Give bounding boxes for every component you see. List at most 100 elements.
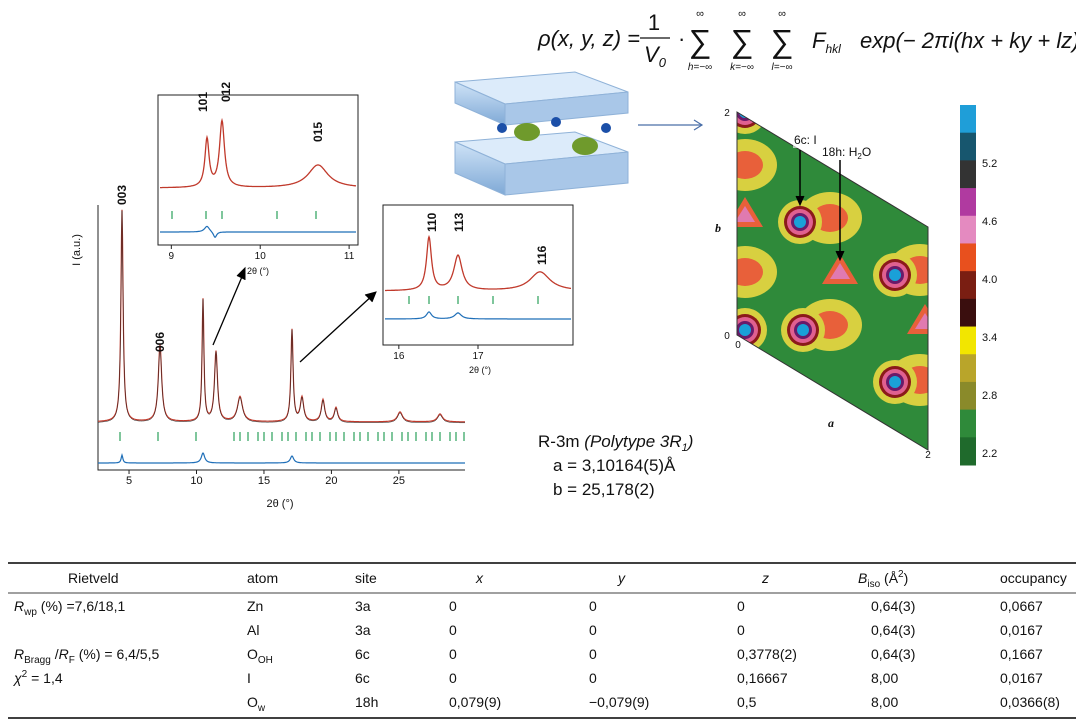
a-tick-label: 2 xyxy=(925,450,931,461)
table-cell-part: iso xyxy=(867,579,880,590)
table-cell: 6c xyxy=(355,646,370,662)
table-cell: 0 xyxy=(449,598,457,614)
pattern-curve xyxy=(98,210,465,422)
table-cell: site xyxy=(355,570,377,586)
x-tick-label: 17 xyxy=(472,351,484,362)
denominator-sub: 0 xyxy=(659,55,667,70)
table-cell: 0,0167 xyxy=(1000,670,1043,686)
x-tick-label: 10 xyxy=(190,475,202,487)
contour xyxy=(727,258,763,286)
colorbar-band xyxy=(960,133,976,161)
x-tick-label: 10 xyxy=(255,251,267,262)
table-cell-part: / xyxy=(51,646,59,662)
polytype: (Polytype 3R xyxy=(584,432,681,451)
table-cell: 0,64(3) xyxy=(871,622,915,638)
table-cell-part: O xyxy=(247,646,258,662)
sum-lower: k=−∞ xyxy=(730,62,754,73)
inset-frame xyxy=(158,95,358,245)
sum-lower: l=−∞ xyxy=(771,62,792,73)
pattern-curve xyxy=(385,312,571,319)
colorbar-tick-label: 4.0 xyxy=(982,274,997,286)
table-cell: 8,00 xyxy=(871,670,898,686)
table-cell: 0,5 xyxy=(737,694,757,710)
structure-info: R-3m (Polytype 3R1) a = 3,10164(5)Å b = … xyxy=(538,432,693,499)
space-group-name: R-3m xyxy=(538,432,584,451)
x-tick-label: 16 xyxy=(393,351,405,362)
table-cell-part: ) xyxy=(904,570,909,586)
colorbar-band xyxy=(960,354,976,382)
site-label: 18h: H2O xyxy=(822,145,871,161)
sum-upper: ∞ xyxy=(738,8,746,20)
colorbar-band xyxy=(960,271,976,299)
table-cell: RBragg /RF (%) = 6,4/5,5 xyxy=(14,646,159,666)
table-cell: 0 xyxy=(449,622,457,638)
colorbar-band xyxy=(960,188,976,216)
table-cell: χ2 = 1,4 xyxy=(12,669,63,686)
table-cell-part: x xyxy=(475,570,484,586)
table-cell: 0,0366(8) xyxy=(1000,694,1060,710)
table-cell-part: R xyxy=(14,646,24,662)
axis-label: b xyxy=(715,221,721,235)
colorbar-tick-label: 4.6 xyxy=(982,216,997,228)
table-cell: 0 xyxy=(589,598,597,614)
table-cell: 6c xyxy=(355,670,370,686)
table-cell: 0 xyxy=(737,622,745,638)
table-cell: Rietveld xyxy=(68,570,119,586)
peak-label: 110 xyxy=(425,212,439,232)
table-cell-part: (Å xyxy=(880,570,899,586)
axis-label: a xyxy=(828,416,834,430)
table-cell: 0 xyxy=(449,670,457,686)
x-tick-label: 25 xyxy=(393,475,405,487)
peak-label: 012 xyxy=(219,82,233,102)
colorbar-tick-label: 2.8 xyxy=(982,390,997,402)
table-cell: Al xyxy=(247,622,259,638)
sum-symbol: ∑ xyxy=(731,23,754,59)
lattice-b: b = 25,178(2) xyxy=(553,480,655,499)
equation-exp: exp(− 2πi(hx + ky + lz)) xyxy=(860,28,1076,53)
peak-label: 113 xyxy=(452,212,466,232)
table-cell: 0 xyxy=(737,598,745,614)
table-cell-part: OH xyxy=(258,655,273,666)
x-tick-label: 11 xyxy=(344,251,355,262)
x-tick-label: 15 xyxy=(258,475,270,487)
x-axis-label: 2θ (°) xyxy=(469,365,491,375)
table-cell: 0,3778(2) xyxy=(737,646,797,662)
table-cell-part: (%) =7,6/18,1 xyxy=(37,598,126,614)
table-cell: Zn xyxy=(247,598,263,614)
table-cell: 8,00 xyxy=(871,694,898,710)
table-cell-part: wp xyxy=(23,607,37,618)
table-cell: 18h xyxy=(355,694,378,710)
table-cell: z xyxy=(761,570,769,586)
table-cell: 0 xyxy=(589,670,597,686)
pattern-curve xyxy=(98,211,465,423)
polytype-end: ) xyxy=(686,432,694,451)
colorbar-tick-label: 5.2 xyxy=(982,158,997,170)
table-cell-part: R xyxy=(14,598,24,614)
equation-denominator: V0 xyxy=(644,42,667,70)
colorbar-band xyxy=(960,105,976,133)
colorbar-tick-label: 3.4 xyxy=(982,332,997,344)
contour xyxy=(739,324,751,336)
contour xyxy=(889,376,901,388)
table-cell: 0 xyxy=(589,646,597,662)
table-cell: 0,0167 xyxy=(1000,622,1043,638)
table-cell: 3a xyxy=(355,622,371,638)
lattice-a: a = 3,10164(5)Å xyxy=(553,456,676,475)
x-axis-label: 2θ (°) xyxy=(266,498,293,510)
colorbar-band xyxy=(960,160,976,188)
a-tick-label: 0 xyxy=(735,340,741,351)
contour xyxy=(732,99,758,125)
table-cell: 3a xyxy=(355,598,371,614)
table-cell-part: B xyxy=(858,570,867,586)
colorbar-band xyxy=(960,216,976,244)
table-cell: OOH xyxy=(247,646,273,666)
table-cell: I xyxy=(247,670,251,686)
table-cell-part: z xyxy=(761,570,769,586)
figure: ρ(x, y, z) = 1 V0 · exp(− 2πi(hx + ky + … xyxy=(0,0,1076,720)
table-cell-part: Bragg xyxy=(24,655,51,666)
table-cell: 0,079(9) xyxy=(449,694,501,710)
table-cell: 0,64(3) xyxy=(871,598,915,614)
y-axis-label: I (a.u.) xyxy=(71,234,83,266)
table-cell: 0,0667 xyxy=(1000,598,1043,614)
table-cell: x xyxy=(475,570,484,586)
